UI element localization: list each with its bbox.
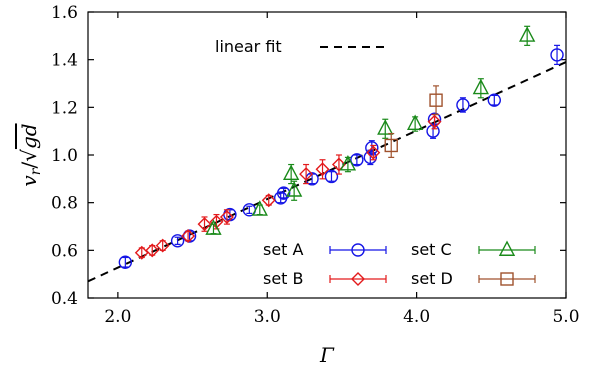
legend-entry: set A (263, 240, 387, 259)
svg-text:vr/√gd: vr/√gd (17, 123, 44, 186)
data-point (324, 169, 339, 184)
y-axis-title-sqrt: √ (17, 149, 41, 162)
y-tick-label: 1.0 (51, 146, 78, 166)
y-axis-title-gd: gd (17, 123, 41, 149)
y-tick-label: 0.4 (51, 289, 78, 309)
legend-label: set A (263, 240, 304, 259)
data-point (472, 78, 490, 95)
series-set-d (384, 85, 443, 158)
data-point (282, 164, 300, 181)
series-set-a (118, 44, 564, 269)
x-tick-label: 2.0 (104, 307, 131, 327)
data-point (181, 229, 196, 244)
data-point (519, 26, 536, 42)
legend-marker (500, 272, 514, 286)
fit-legend-label: linear fit (215, 37, 282, 56)
data-point (339, 154, 357, 171)
data-point (118, 255, 133, 269)
x-tick-label: 5.0 (552, 307, 579, 327)
legend-marker (351, 272, 365, 286)
data-point (487, 93, 501, 107)
data-point (197, 217, 212, 232)
data-point (366, 145, 381, 160)
data-point (285, 181, 303, 197)
y-axis-title-v: v (17, 175, 41, 187)
legend-label: set D (411, 269, 453, 288)
data-point (550, 48, 564, 62)
legend-marker (351, 243, 365, 257)
data-point (350, 153, 364, 167)
fit-legend: linear fit (215, 37, 390, 56)
legend-label: set B (263, 269, 304, 288)
x-tick-label: 3.0 (254, 307, 281, 327)
y-tick-label: 1.2 (51, 98, 78, 118)
data-point (155, 238, 170, 253)
legend-marker (498, 240, 516, 256)
data-point (363, 150, 378, 165)
data-series (118, 25, 564, 269)
data-point (456, 98, 470, 112)
legend-entry: set D (411, 269, 536, 288)
data-point (384, 138, 398, 153)
data-point (219, 209, 234, 224)
data-point (427, 114, 442, 129)
data-point (276, 186, 291, 200)
series-legend: set A set C set B set D (263, 240, 536, 288)
data-point (251, 200, 268, 216)
y-tick-label: 0.8 (51, 194, 78, 214)
y-axis-title: vr/√gd (17, 123, 44, 186)
series-set-b (134, 113, 442, 260)
y-axis-title-sub: r (28, 167, 44, 175)
y-tick-label: 1.4 (51, 51, 78, 71)
data-point (182, 229, 197, 243)
y-axis-title-slash: / (17, 162, 41, 169)
x-axis-title: Γ (319, 343, 335, 367)
plot-frame (87, 11, 567, 299)
data-point (377, 119, 394, 135)
y-tick-label: 0.6 (51, 241, 78, 261)
x-tick-label: 4.0 (403, 307, 430, 327)
legend-entry: set C (411, 240, 536, 259)
y-axis: 0.4 0.6 0.8 1.0 1.2 1.4 1.6 (51, 3, 566, 309)
data-point (261, 193, 276, 208)
data-point (331, 157, 346, 172)
data-point (429, 93, 443, 107)
data-point (145, 243, 160, 258)
series-set-c (205, 25, 536, 235)
data-point (299, 167, 314, 182)
data-point (170, 234, 185, 248)
data-point (365, 141, 379, 155)
data-point (205, 219, 222, 235)
legend-label: set C (411, 240, 452, 259)
data-point (406, 114, 424, 130)
data-point (315, 162, 330, 177)
y-tick-label: 1.6 (51, 3, 78, 23)
legend-entry: set B (263, 269, 387, 288)
x-axis: 2.0 3.0 4.0 5.0 (104, 12, 580, 327)
